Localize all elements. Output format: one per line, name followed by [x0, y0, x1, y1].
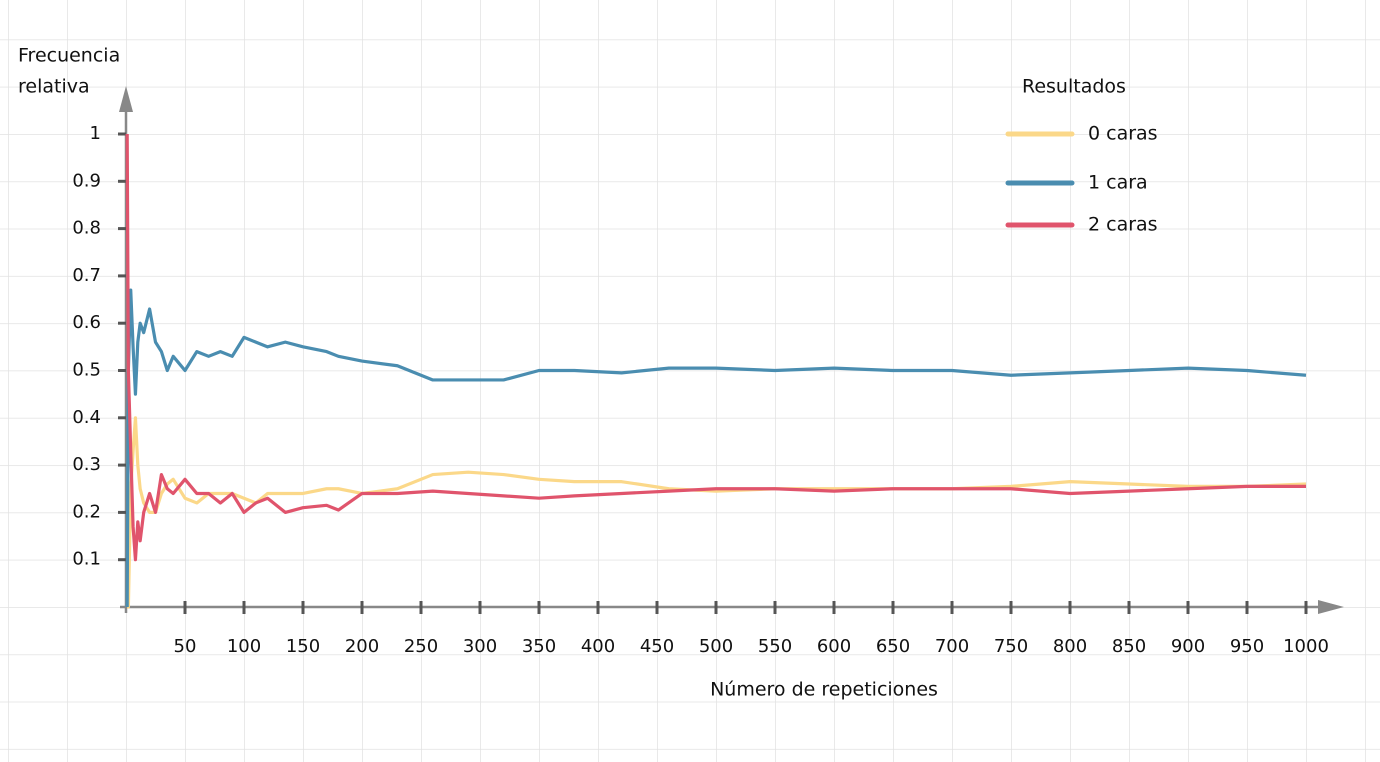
series-line	[125, 133, 1306, 562]
x-tick-label: 550	[758, 636, 792, 657]
x-tick-label: 200	[345, 636, 379, 657]
x-label: Número de repeticiones	[710, 679, 938, 701]
series-line	[125, 288, 1307, 608]
x-tick-label: 250	[404, 636, 438, 657]
x-tick-label: 350	[522, 636, 556, 657]
y-tick-label: 0.6	[72, 312, 101, 333]
x-tick-label: 1000	[1283, 636, 1329, 657]
x-tick-label: 300	[463, 636, 497, 657]
y-tick-label: 1	[90, 123, 101, 144]
x-tick-label: 500	[699, 636, 733, 657]
x-tick-label: 750	[994, 636, 1028, 657]
y-tick-label: 0.9	[72, 170, 101, 191]
legend-label: 1 cara	[1088, 172, 1148, 194]
x-tick-label: 800	[1053, 636, 1087, 657]
y-tick-label: 0.4	[72, 407, 101, 428]
y-label: relativa	[18, 76, 90, 98]
x-tick-label: 100	[227, 636, 261, 657]
legend-label: 2 caras	[1088, 214, 1158, 236]
legend-label: 0 caras	[1088, 123, 1158, 145]
y-tick-label: 0.3	[72, 454, 101, 475]
x-tick-label: 900	[1171, 636, 1205, 657]
x-tick-label: 700	[935, 636, 969, 657]
x-tick-label: 650	[876, 636, 910, 657]
x-tick-label: 50	[174, 636, 197, 657]
y-tick-label: 0.5	[72, 360, 101, 381]
x-tick-label: 400	[581, 636, 615, 657]
y-tick-label: 0.7	[72, 265, 101, 286]
x-tick-label: 150	[286, 636, 320, 657]
y-label: Frecuencia	[18, 45, 120, 67]
y-tick-label: 0.8	[72, 218, 101, 239]
y-tick-label: 0.2	[72, 501, 101, 522]
x-axis-arrow	[1318, 600, 1344, 614]
x-tick-label: 950	[1230, 636, 1264, 657]
y-axis-arrow	[119, 86, 133, 112]
y-tick-label: 0.1	[72, 549, 101, 570]
x-tick-label: 850	[1112, 636, 1146, 657]
x-tick-label: 450	[640, 636, 674, 657]
legend-title: Resultados	[1022, 76, 1126, 98]
x-tick-label: 600	[817, 636, 851, 657]
